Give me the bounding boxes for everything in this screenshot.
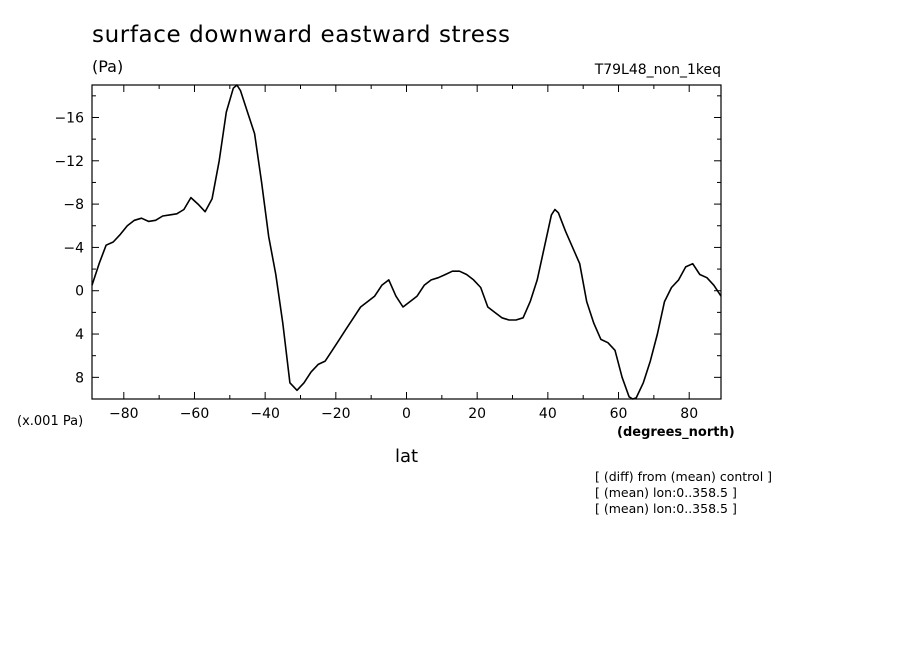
- x-tick-label: 20: [468, 406, 486, 422]
- note-line: [ (mean) lon:0..358.5 ]: [595, 501, 737, 516]
- x-tick-label: −80: [109, 406, 139, 422]
- y-tick-label: 4: [75, 327, 84, 343]
- note-line: [ (diff) from (mean) control ]: [595, 469, 773, 484]
- run-name: T79L48_non_1keq: [594, 62, 721, 78]
- x-axis-label: lat: [395, 446, 419, 467]
- x-tick-label: 40: [539, 406, 557, 422]
- y-tick-label: −12: [54, 154, 84, 170]
- notes-block: [ (diff) from (mean) control ] [ (mean) …: [595, 469, 772, 517]
- y-scale-note: (x.001 Pa): [17, 414, 84, 429]
- y-tick-label: −16: [54, 110, 84, 126]
- plot-frame: [91, 84, 722, 400]
- x-tick-label: 0: [402, 406, 411, 422]
- series-line: [91, 84, 722, 400]
- chart-title: surface downward eastward stress: [92, 22, 511, 48]
- y-tick-label: 0: [75, 284, 84, 300]
- y-tick-label: −4: [63, 240, 84, 256]
- x-tick-label: −60: [180, 406, 210, 422]
- y-tick-label: 8: [75, 370, 84, 386]
- x-tick-label: 80: [680, 406, 698, 422]
- x-tick-label: 60: [610, 406, 628, 422]
- note-line: [ (mean) lon:0..358.5 ]: [595, 485, 737, 500]
- y-tick-label: −8: [63, 197, 84, 213]
- x-tick-label: −20: [321, 406, 351, 422]
- x-tick-label: −40: [250, 406, 280, 422]
- chart-units: (Pa): [92, 57, 124, 76]
- x-axis-units: (degrees_north): [617, 425, 735, 440]
